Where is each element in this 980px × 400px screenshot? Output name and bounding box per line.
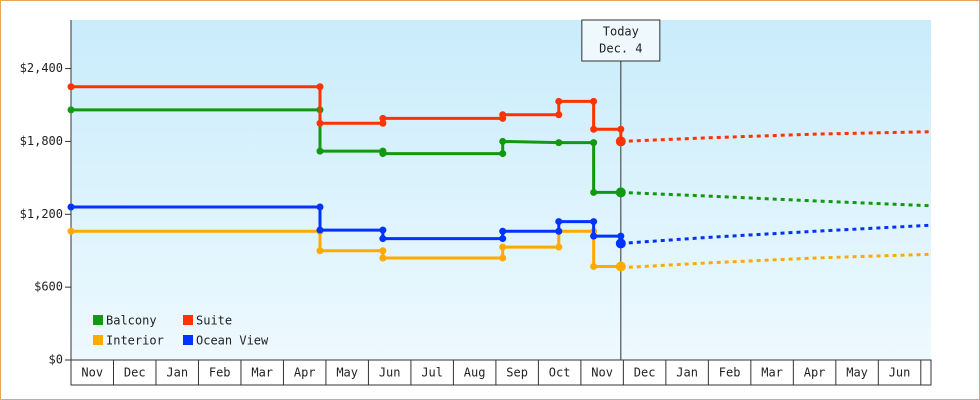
price-point	[379, 114, 387, 122]
price-point	[316, 247, 324, 255]
today-box	[581, 19, 661, 62]
x-tick-label: Aug	[464, 366, 486, 380]
x-tick-label: Jun	[889, 366, 911, 380]
legend-label: Suite	[196, 314, 232, 328]
x-tick-label: Jul	[421, 366, 443, 380]
x-tick-label: Oct	[549, 366, 571, 380]
price-point	[555, 243, 563, 251]
price-point	[615, 187, 626, 198]
legend-swatch	[183, 315, 193, 325]
price-point	[615, 261, 626, 272]
legend-label: Balcony	[106, 314, 157, 328]
y-tick-label: $1,800	[20, 134, 63, 148]
price-point	[617, 232, 625, 240]
x-tick-label: Mar	[761, 366, 783, 380]
y-tick-label: $0	[49, 353, 63, 367]
price-point	[590, 232, 598, 240]
x-tick-label: May	[336, 366, 358, 380]
price-point	[499, 227, 507, 235]
price-point	[379, 254, 387, 262]
forecast-line	[620, 252, 932, 270]
price-point	[316, 83, 324, 91]
price-point	[615, 136, 626, 147]
x-tick-label: Feb	[719, 366, 741, 380]
x-tick-label: Jan	[166, 366, 188, 380]
price-point	[590, 125, 598, 133]
forecast-line	[620, 190, 932, 208]
price-point	[555, 111, 563, 119]
forecast-line	[620, 223, 932, 245]
x-tick-label: Apr	[804, 366, 826, 380]
plot-area	[71, 20, 931, 360]
price-point	[67, 83, 75, 91]
price-point	[316, 119, 324, 127]
price-point	[590, 188, 598, 196]
price-point	[316, 147, 324, 155]
y-tick-label: $2,400	[20, 61, 63, 75]
price-point	[555, 218, 563, 226]
price-point	[555, 97, 563, 105]
price-point	[67, 203, 75, 211]
price-point	[67, 106, 75, 114]
price-point	[499, 243, 507, 251]
x-tick-label: Sep	[506, 366, 528, 380]
x-axis-box	[70, 359, 932, 386]
price-point	[316, 226, 324, 234]
price-point	[67, 227, 75, 235]
price-point	[590, 139, 598, 147]
x-tick-label: Feb	[209, 366, 231, 380]
price-point	[615, 238, 626, 249]
x-tick-label: Jun	[379, 366, 401, 380]
x-tick-label: Dec	[124, 366, 146, 380]
price-point	[555, 139, 563, 147]
forecast-line	[620, 130, 932, 143]
price-point	[379, 226, 387, 234]
price-point	[555, 227, 563, 235]
y-tick-label: $600	[34, 280, 63, 294]
x-tick-label: Nov	[591, 366, 613, 380]
x-tick-label: Jan	[676, 366, 698, 380]
today-date: Dec. 4	[599, 42, 642, 56]
today-label: Today	[603, 25, 639, 39]
legend-swatch	[183, 335, 193, 345]
x-tick-label: May	[846, 366, 868, 380]
x-tick-label: Dec	[634, 366, 656, 380]
price-point	[617, 125, 625, 133]
legend-label: Interior	[106, 334, 164, 348]
price-point	[499, 254, 507, 262]
x-tick-label: Apr	[294, 366, 316, 380]
x-tick-label: Mar	[251, 366, 273, 380]
price-point	[590, 218, 598, 226]
price-point	[499, 235, 507, 243]
price-point	[379, 247, 387, 255]
price-point	[379, 235, 387, 243]
legend-swatch	[93, 315, 103, 325]
legend-swatch	[93, 335, 103, 345]
price-point	[379, 119, 387, 127]
price-point	[590, 263, 598, 270]
x-tick-label: Nov	[81, 366, 103, 380]
price-point	[499, 137, 507, 145]
legend-label: Ocean View	[196, 334, 269, 348]
price-point	[379, 150, 387, 158]
price-point	[499, 111, 507, 119]
price-point	[499, 150, 507, 158]
y-tick-label: $1,200	[20, 207, 63, 221]
price-point	[590, 97, 598, 105]
price-point	[316, 203, 324, 211]
